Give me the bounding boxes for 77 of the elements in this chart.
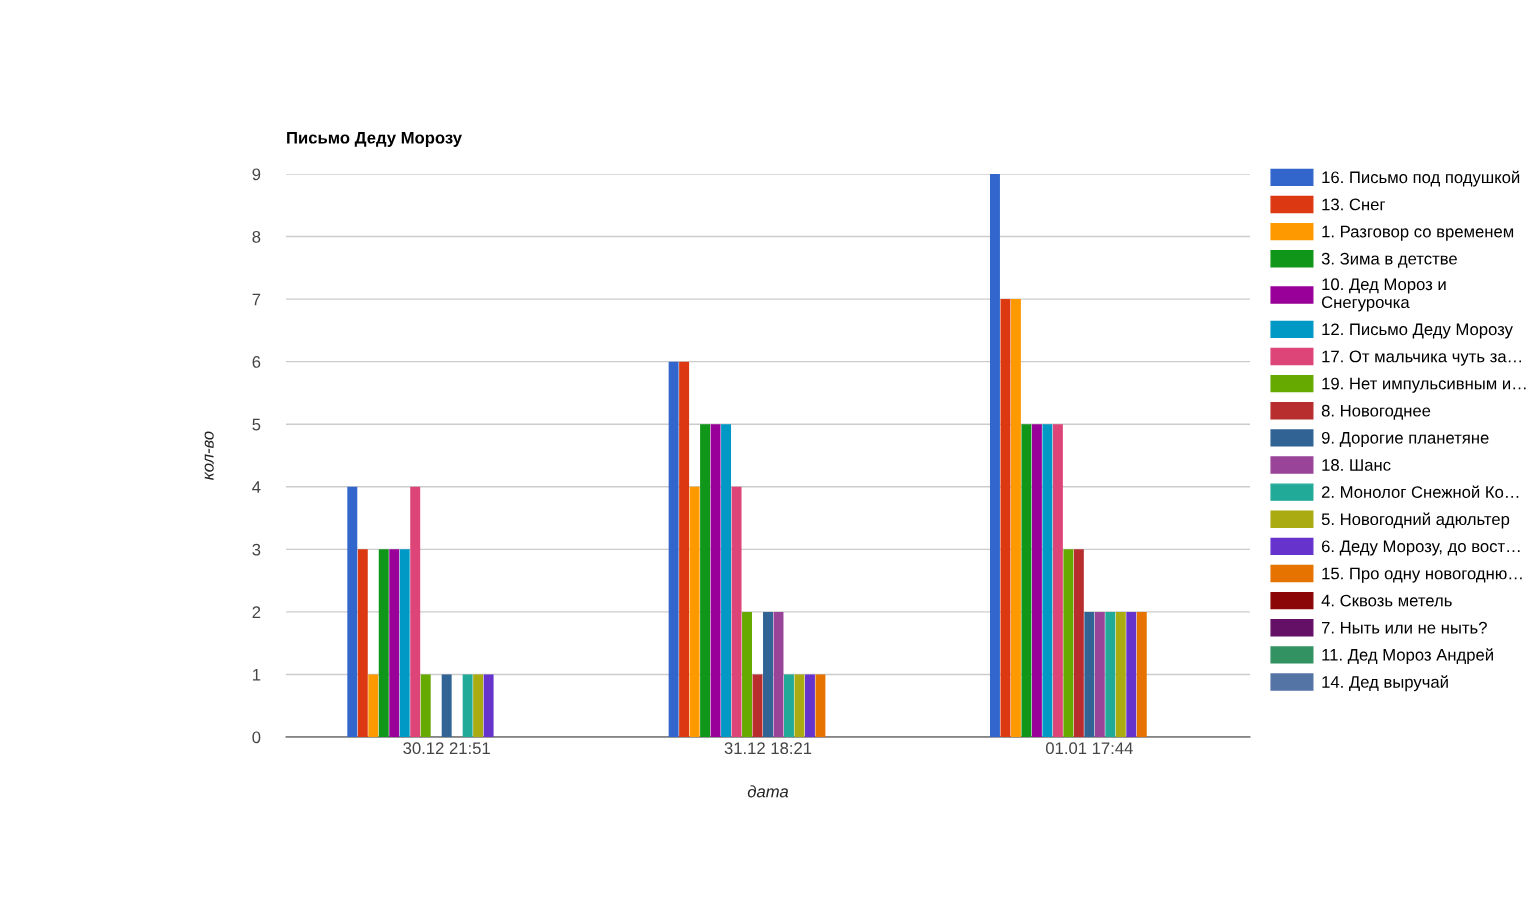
y-tick-label: 0	[252, 731, 261, 744]
bar	[1073, 549, 1084, 737]
legend-label: 19. Нет импульсивным и…	[1322, 377, 1526, 393]
bar	[763, 611, 773, 737]
bar	[368, 674, 379, 737]
bar	[1000, 299, 1011, 737]
bar	[399, 549, 410, 737]
bar	[473, 674, 484, 737]
bar	[710, 424, 721, 737]
y-tick-label: 8	[252, 230, 261, 243]
bar	[668, 361, 679, 737]
chart-title: Письмо Деду Морозу	[287, 131, 462, 147]
bar	[1063, 549, 1074, 737]
y-tick-label: 4	[252, 481, 261, 493]
bar	[700, 424, 711, 737]
y-tick-label: 7	[252, 293, 261, 306]
x-axis-title: дата	[747, 785, 789, 798]
legend-label: 15. Про одну новогодню…	[1322, 567, 1522, 583]
y-tick-label: 3	[252, 543, 261, 556]
bar	[347, 486, 358, 737]
bar	[1084, 611, 1095, 737]
legend-label: 12. Письмо Деду Морозу	[1322, 323, 1513, 339]
bar	[804, 674, 815, 737]
y-axis-title: кол-во	[204, 431, 214, 480]
bar	[1105, 611, 1116, 737]
bar	[1031, 424, 1042, 737]
bar	[815, 674, 826, 737]
bar	[783, 674, 794, 737]
bar	[1010, 299, 1021, 737]
y-tick-label: 5	[252, 418, 261, 431]
bar	[989, 174, 1000, 737]
bar	[731, 486, 742, 737]
y-tick-label: 9	[252, 168, 261, 181]
legend-label: 2. Монолог Снежной Ко…	[1321, 485, 1519, 498]
legend-label: 16. Письмо под подушкой	[1322, 170, 1520, 187]
bar	[420, 674, 431, 737]
bar	[441, 674, 452, 737]
legend-label: 7. Ныть или не ныть?	[1321, 621, 1487, 634]
bar	[689, 486, 700, 737]
legend-label: 8. Новогоднее	[1321, 404, 1431, 420]
bar	[1094, 611, 1105, 737]
legend-label: 17. От мальчика чуть за…	[1322, 350, 1521, 366]
bar	[679, 361, 690, 737]
y-tick-label: 2	[252, 606, 261, 618]
x-tick-label: 31.12 18:21	[724, 742, 812, 755]
y-tick-label: 6	[252, 356, 261, 368]
x-tick-label: 01.01 17:44	[1045, 742, 1133, 755]
legend-label: 4. Сквозь метель	[1321, 594, 1452, 607]
legend-label: 3. Зима в детстве	[1321, 252, 1457, 268]
bar	[410, 486, 421, 737]
legend-label: 13. Снег	[1322, 198, 1386, 211]
legend-label: 9. Дорогие планетяне	[1321, 431, 1489, 448]
legend-label: 6. Деду Морозу, до вост…	[1321, 540, 1520, 556]
legend-label: 1. Разговор со временем	[1322, 225, 1514, 241]
bar	[462, 674, 473, 737]
bar	[1042, 424, 1053, 737]
legend-label: 11. Дед Мороз Андрей	[1322, 648, 1493, 665]
bar	[1136, 611, 1147, 737]
y-tick-label: 1	[253, 669, 261, 681]
bar	[742, 611, 753, 737]
legend-label: 5. Новогодний адюльтер	[1321, 512, 1510, 529]
bar	[1126, 611, 1137, 737]
legend-label: 14. Дед выручай	[1322, 675, 1448, 692]
bar	[773, 611, 784, 737]
bar	[389, 549, 400, 737]
bar	[483, 674, 494, 737]
bar	[794, 674, 805, 737]
bar	[1052, 424, 1063, 737]
legend-label: 10. Дед Мороз и Снегурочка	[1321, 278, 1446, 312]
bar	[357, 549, 368, 737]
bar	[1021, 424, 1032, 737]
bar	[721, 424, 732, 737]
bar	[752, 674, 763, 737]
bar	[378, 549, 389, 737]
bar	[1115, 611, 1126, 737]
x-tick-label: 30.12 21:51	[403, 742, 490, 755]
legend-label: 18. Шанс	[1322, 459, 1391, 471]
